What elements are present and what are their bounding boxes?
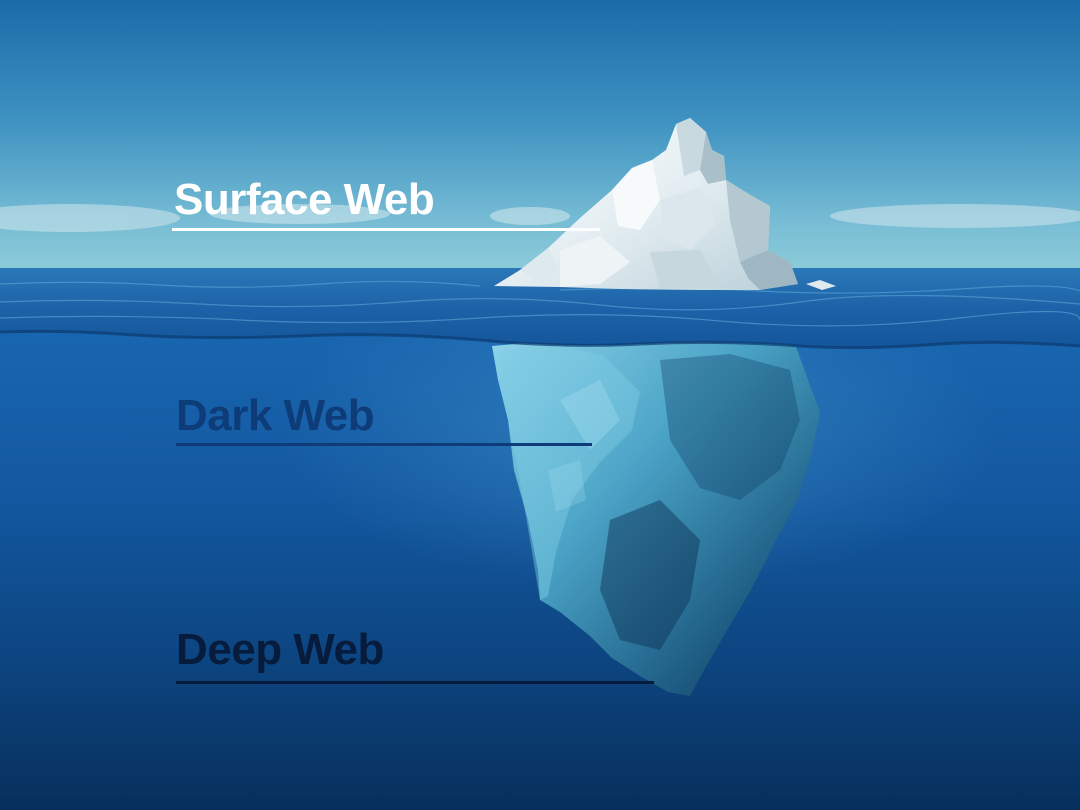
sea-surface — [0, 268, 1080, 348]
label-surface-web: Surface Web — [174, 175, 435, 224]
underline-dark-web — [176, 443, 592, 446]
waterline — [0, 329, 1080, 350]
sky — [0, 0, 1080, 272]
label-dark-web: Dark Web — [176, 391, 375, 440]
label-deep-web: Deep Web — [176, 625, 384, 674]
horizon-clouds — [0, 204, 1080, 232]
underline-surface-web — [172, 228, 600, 231]
iceberg-submerged — [492, 336, 820, 696]
underline-deep-web — [176, 681, 654, 684]
iceberg-tip — [494, 118, 836, 290]
